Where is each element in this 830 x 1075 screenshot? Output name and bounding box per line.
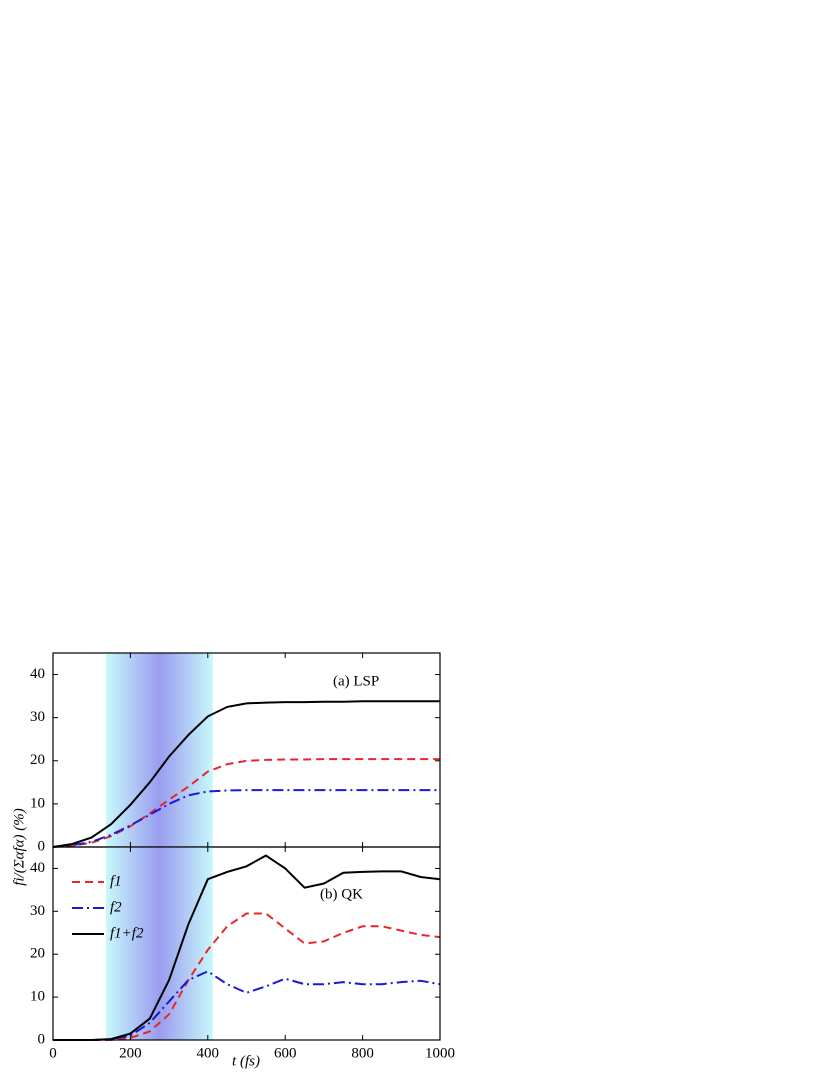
y-tick-label: 10 <box>30 989 45 1005</box>
y-tick-label: 40 <box>30 860 45 876</box>
line-series <box>52 700 440 848</box>
x-tick-label: 0 <box>49 1045 57 1061</box>
y-tick-label: 0 <box>38 1031 46 1047</box>
line-series <box>52 789 440 848</box>
y-tick-label: 40 <box>30 666 45 682</box>
x-tick-label: 1000 <box>425 1045 455 1061</box>
panel-label: (a) LSP <box>333 673 379 689</box>
legend-label: f1+f2 <box>110 925 144 941</box>
y-tick-label: 30 <box>30 903 45 919</box>
y-tick-label: 30 <box>30 709 45 725</box>
x-tick-label: 800 <box>351 1045 374 1061</box>
y-tick-label: 10 <box>30 795 45 811</box>
line-series <box>53 912 441 1041</box>
x-axis-label: t (fs) <box>232 1053 260 1069</box>
y-axis-label: fi/(Σαfα) (%) <box>11 808 27 886</box>
highlight-band <box>106 653 213 847</box>
y-tick-label: 20 <box>30 752 45 768</box>
x-tick-label: 600 <box>274 1045 297 1061</box>
legend-label: f1 <box>110 873 122 889</box>
line-series <box>53 854 441 1041</box>
x-tick-label: 200 <box>119 1045 142 1061</box>
y-tick-label: 20 <box>30 946 45 962</box>
plot-frame <box>52 846 441 1041</box>
highlight-band <box>106 847 213 1040</box>
x-tick-label: 400 <box>197 1045 220 1061</box>
legend-label: f2 <box>110 899 122 915</box>
panel-label: (b) QK <box>320 886 363 902</box>
y-tick-label: 0 <box>38 838 46 854</box>
line-series <box>52 758 440 848</box>
